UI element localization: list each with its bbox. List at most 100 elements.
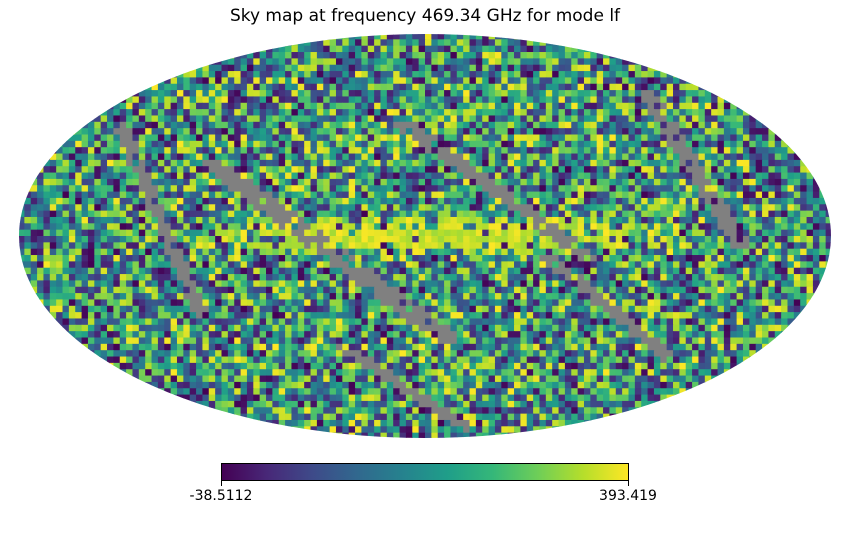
map-pixel (412, 102, 420, 110)
map-pixel (291, 274, 299, 281)
map-pixel (787, 140, 795, 148)
map-pixel (310, 71, 318, 78)
map-pixel (138, 248, 146, 256)
map-pixel (475, 83, 483, 91)
map-pixel (488, 121, 496, 129)
map-pixel (386, 236, 394, 243)
map-pixel (425, 172, 432, 180)
map-pixel (774, 197, 782, 205)
map-pixel (609, 236, 617, 243)
map-pixel (431, 90, 439, 98)
map-pixel (762, 255, 770, 262)
map-pixel (825, 229, 831, 237)
map-pixel (126, 286, 134, 294)
map-pixel (533, 299, 541, 307)
map-pixel (240, 96, 248, 104)
map-pixel (456, 109, 464, 117)
map-pixel (628, 267, 636, 275)
map-pixel (755, 255, 763, 262)
map-pixel (431, 178, 439, 186)
map-pixel (374, 197, 382, 205)
map-pixel (68, 255, 76, 262)
map-pixel (164, 96, 172, 104)
map-pixel (749, 236, 757, 243)
map-pixel (450, 204, 458, 212)
map-pixel (425, 267, 432, 275)
map-pixel (622, 109, 630, 117)
map-pixel (221, 121, 229, 129)
map-pixel (539, 286, 547, 294)
map-pixel (310, 45, 318, 53)
map-pixel (399, 274, 407, 281)
map-pixel (520, 71, 528, 78)
map-pixel (393, 83, 401, 91)
map-pixel (723, 280, 731, 288)
map-pixel (278, 293, 286, 301)
map-pixel (539, 204, 547, 212)
map-pixel (774, 293, 782, 301)
map-pixel (202, 267, 210, 275)
map-pixel (469, 204, 477, 212)
map-pixel (539, 280, 547, 288)
map-pixel (246, 216, 254, 224)
map-pixel (717, 121, 725, 129)
map-pixel (189, 242, 197, 250)
map-pixel (787, 242, 795, 250)
map-pixel (564, 96, 572, 104)
map-pixel (463, 83, 471, 91)
map-pixel (641, 134, 649, 142)
map-pixel (641, 305, 649, 313)
map-pixel (234, 197, 242, 205)
map-pixel (348, 172, 356, 180)
map-pixel (673, 280, 680, 288)
map-pixel (367, 236, 375, 243)
map-pixel (126, 216, 134, 224)
map-pixel (240, 109, 248, 117)
map-pixel (475, 172, 483, 180)
map-pixel (463, 128, 471, 136)
map-pixel (342, 52, 350, 59)
map-pixel (126, 134, 134, 142)
map-pixel (208, 236, 216, 243)
map-pixel (253, 255, 261, 262)
map-pixel (577, 242, 585, 250)
map-pixel (56, 305, 64, 313)
map-pixel (342, 39, 350, 47)
map-pixel (482, 83, 490, 91)
map-pixel (583, 58, 591, 66)
map-pixel (266, 45, 273, 53)
map-pixel (285, 178, 293, 186)
map-pixel (145, 147, 153, 155)
map-pixel (736, 229, 744, 237)
map-pixel (132, 216, 140, 224)
map-pixel (291, 153, 299, 161)
map-pixel (609, 96, 617, 104)
map-pixel (399, 210, 407, 218)
map-pixel (571, 185, 579, 193)
map-pixel (634, 147, 642, 155)
map-pixel (692, 115, 700, 123)
map-pixel (494, 185, 502, 193)
map-pixel (355, 305, 363, 313)
map-pixel (335, 90, 343, 98)
map-pixel (692, 242, 700, 250)
map-pixel (291, 293, 299, 301)
map-pixel (30, 216, 38, 224)
map-pixel (622, 77, 630, 85)
map-pixel (405, 248, 413, 256)
map-pixel (622, 204, 630, 212)
map-pixel (463, 121, 471, 129)
map-pixel (545, 172, 553, 180)
map-pixel (501, 286, 509, 294)
map-pixel (514, 121, 521, 129)
map-pixel (100, 109, 108, 117)
map-pixel (444, 52, 452, 59)
map-pixel (297, 159, 305, 167)
map-pixel (374, 45, 382, 53)
map-pixel (75, 204, 83, 212)
map-pixel (418, 45, 426, 53)
map-pixel (539, 255, 547, 262)
map-pixel (526, 210, 534, 218)
map-pixel (615, 159, 623, 167)
map-pixel (56, 242, 64, 250)
